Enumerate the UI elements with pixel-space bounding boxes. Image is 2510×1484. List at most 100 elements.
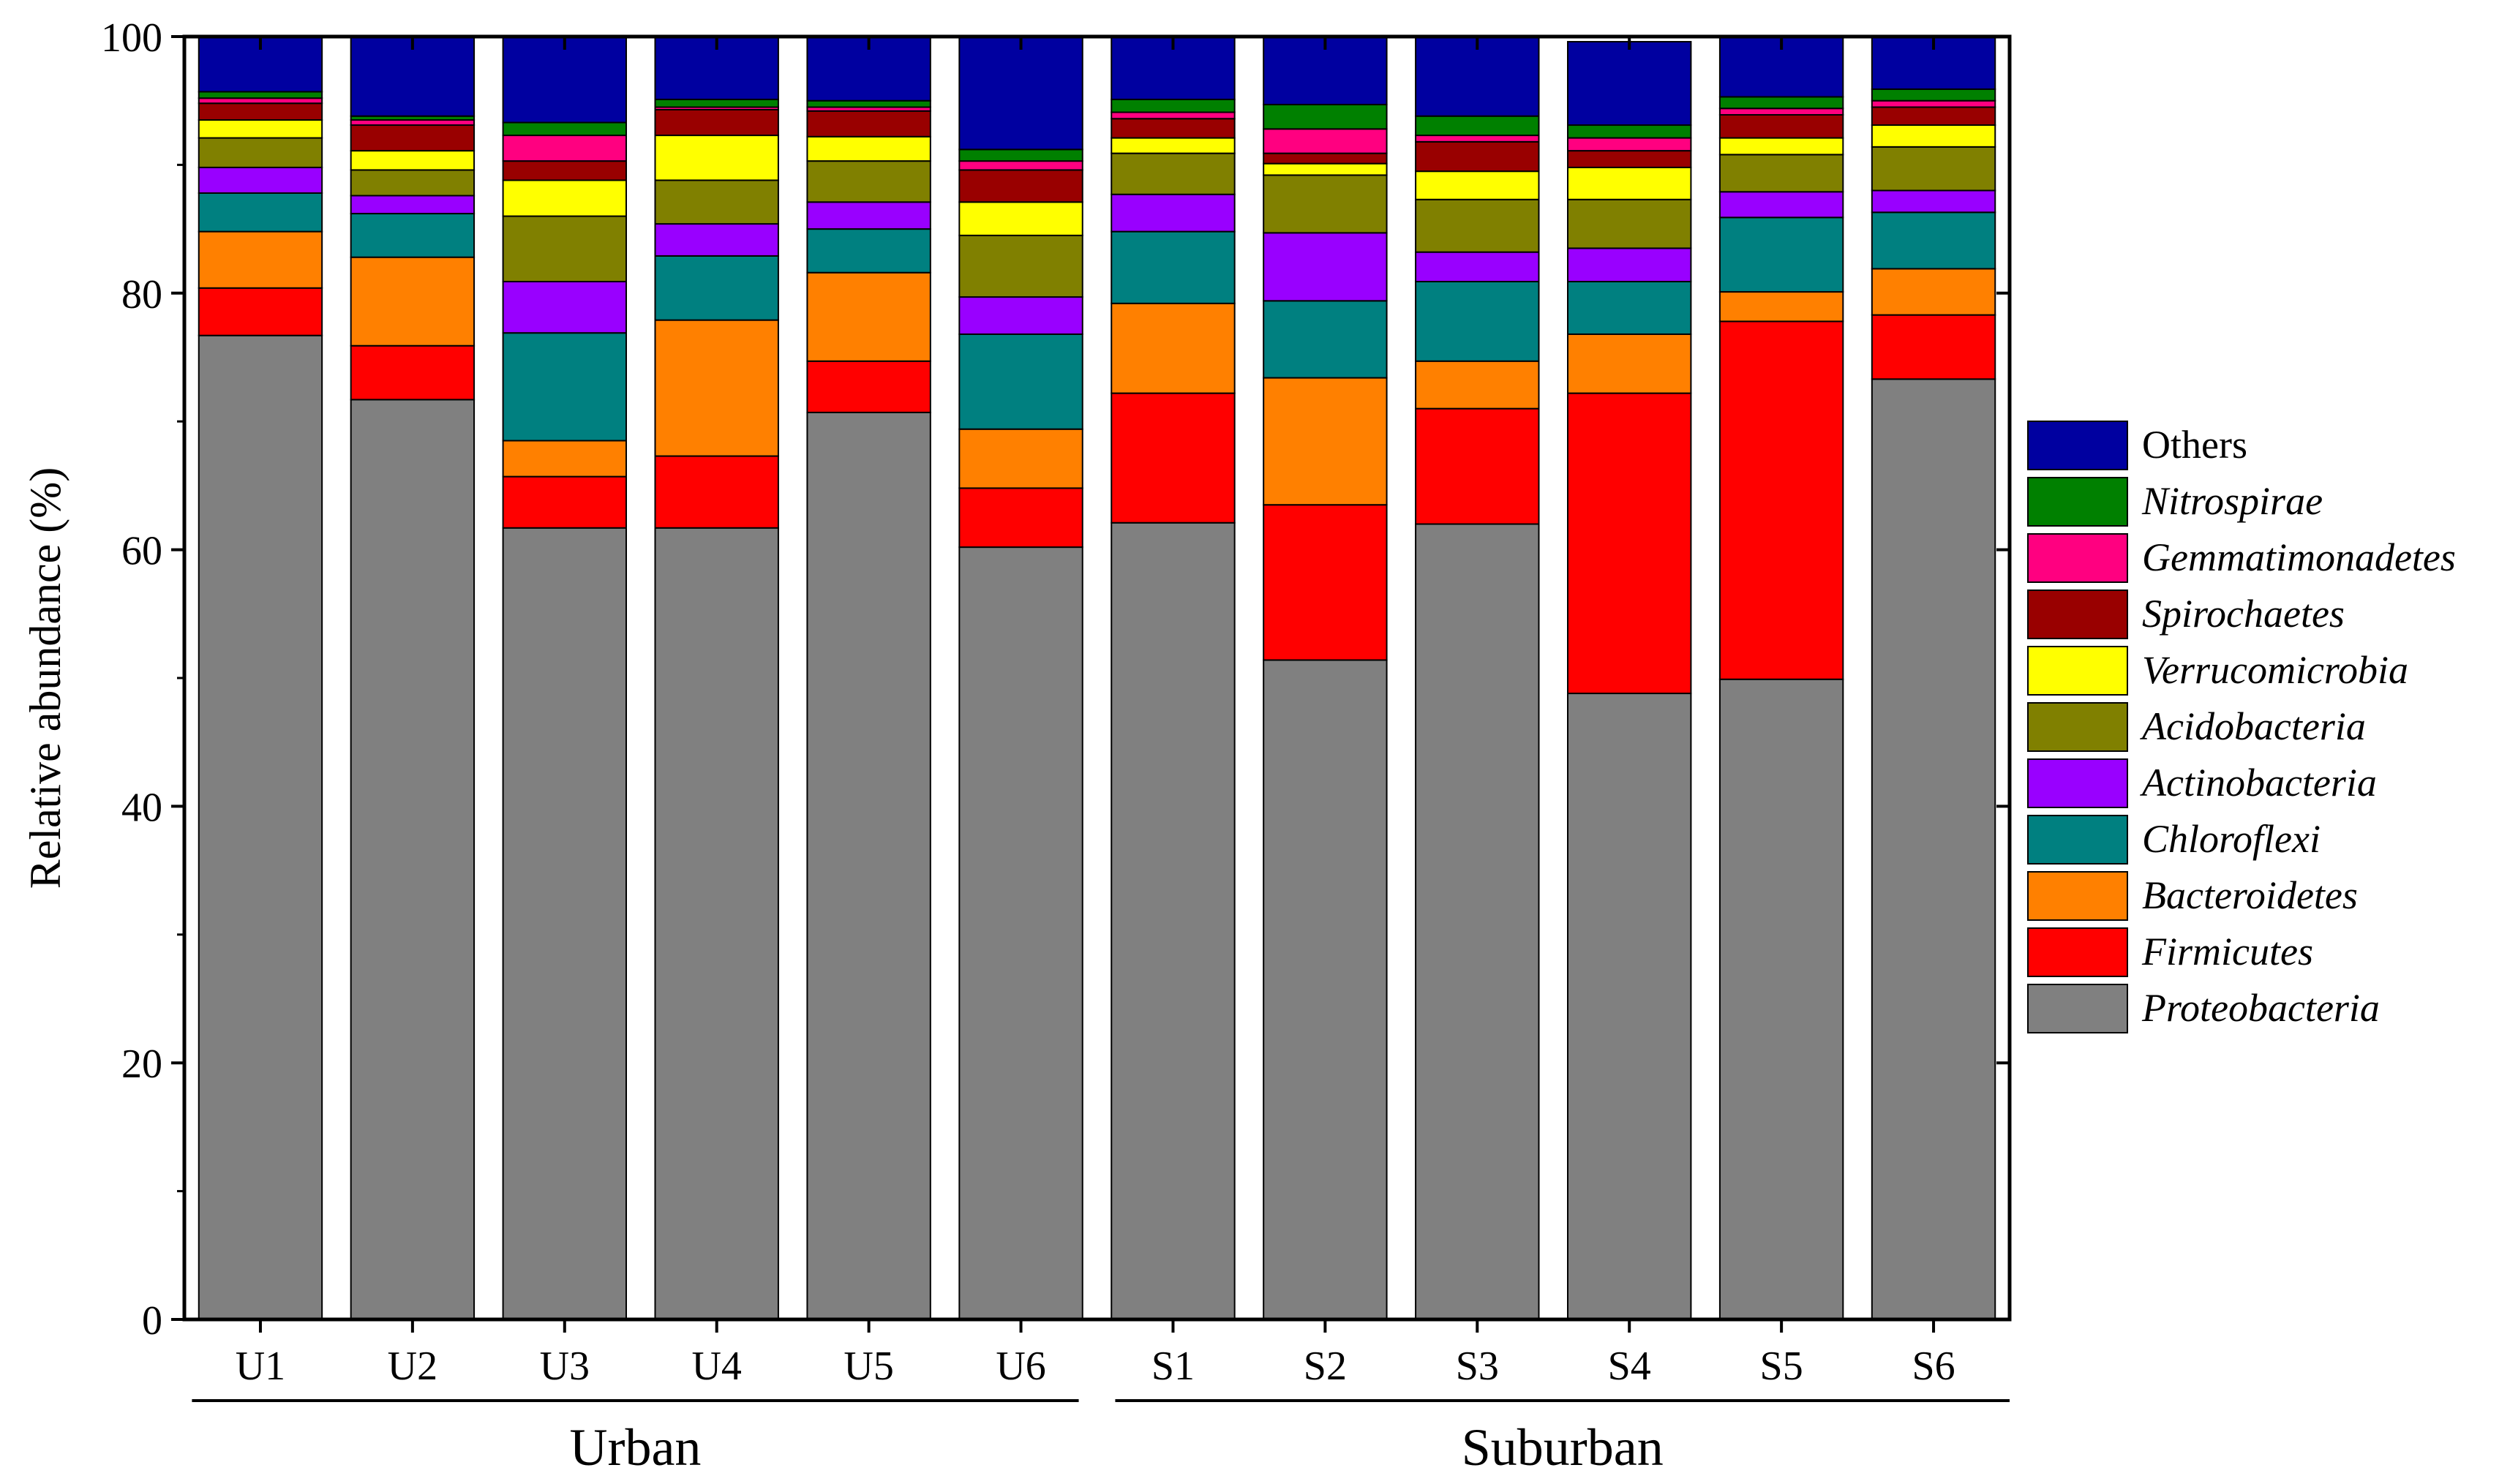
bar-segment-u3-firmicutes [502, 475, 627, 529]
legend-swatch-firmicutes [2027, 927, 2128, 977]
bar-segment-u2-verrucomicrobia [350, 150, 476, 171]
bar-segment-u4-proteobacteria [654, 527, 779, 1320]
y-tick-label: 20 [121, 1042, 162, 1087]
legend-label-verrucomicrobia: Verrucomicrobia [2142, 648, 2408, 692]
bar-segment-u3-verrucomicrobia [502, 179, 627, 217]
bar-segment-u2-gemmatimonadetes [350, 119, 476, 127]
bar-segment-u6-actinobacteria [958, 296, 1083, 335]
legend-label-others: Others [2142, 423, 2247, 467]
bar-segment-u2-actinobacteria [350, 195, 476, 215]
legend-swatch-verrucomicrobia [2027, 646, 2128, 696]
bar-segment-u5-nitrospirae [806, 99, 931, 108]
group-label-suburban: Suburban [1462, 1418, 1664, 1477]
bar-segment-s3-firmicutes [1415, 407, 1540, 525]
bar-segment-s4-nitrospirae [1567, 124, 1692, 139]
bar-segment-u4-acidobacteria [654, 179, 779, 225]
bar-segment-u5-spirochaetes [806, 110, 931, 138]
x-tick-label: S1 [1151, 1344, 1195, 1389]
bar-segment-s6-actinobacteria [1871, 189, 1996, 214]
bar-segment-s6-verrucomicrobia [1871, 124, 1996, 148]
bars-layer [198, 36, 1996, 1321]
bar-segment-u5-actinobacteria [806, 201, 931, 230]
legend-label-proteobacteria: Proteobacteria [2141, 986, 2380, 1030]
bar-segment-s1-acidobacteria [1111, 152, 1236, 195]
bar-segment-s1-verrucomicrobia [1111, 137, 1236, 154]
bar-segment-u3-actinobacteria [502, 281, 627, 334]
bar-segment-s1-actinobacteria [1111, 193, 1236, 233]
legend-label-bacteroidetes: Bacteroidetes [2142, 873, 2358, 917]
group-labels: Urban Suburban [192, 1399, 2010, 1477]
y-tick-label: 0 [142, 1298, 162, 1344]
bar-segment-u1-spirochaetes [198, 102, 323, 121]
legend-label-gemmatimonadetes: Gemmatimonadetes [2142, 535, 2456, 579]
bar-segment-s5-firmicutes [1718, 320, 1844, 680]
bar-segment-u2-chloroflexi [350, 213, 476, 258]
legend-label-acidobacteria: Acidobacteria [2140, 704, 2366, 748]
legend: Others Nitrospirae Gemmatimonadetes Spiroch… [2027, 421, 2456, 1033]
bar-segment-s6-chloroflexi [1871, 211, 1996, 270]
bar-segment-s1-chloroflexi [1111, 230, 1236, 304]
bar-segment-u1-gemmatimonadetes [198, 97, 323, 105]
bar-segment-u4-bacteroidetes [654, 319, 779, 457]
x-tick-label: S2 [1304, 1344, 1347, 1389]
bar-segment-s1-gemmatimonadetes [1111, 111, 1236, 120]
bar-segment-u6-verrucomicrobia [958, 201, 1083, 236]
bar-segment-s3-bacteroidetes [1415, 360, 1540, 410]
legend-swatch-bacteroidetes [2027, 871, 2128, 921]
x-tick-label: U5 [843, 1344, 893, 1389]
bar-segment-s1-spirochaetes [1111, 118, 1236, 139]
bar-segment-s6-firmicutes [1871, 314, 1996, 380]
bar-segment-u4-firmicutes [654, 455, 779, 529]
bar-segment-s3-actinobacteria [1415, 251, 1540, 283]
bar-segment-s4-spirochaetes [1567, 150, 1692, 168]
x-tick-label: S5 [1760, 1344, 1803, 1389]
bar-segment-s6-proteobacteria [1871, 378, 1996, 1320]
bar-segment-u1-verrucomicrobia [198, 119, 323, 139]
bar-segment-s1-firmicutes [1111, 392, 1236, 524]
bar-segment-s4-actinobacteria [1567, 247, 1692, 283]
bar-segment-u4-actinobacteria [654, 223, 779, 257]
bar-segment-s5-spirochaetes [1718, 113, 1844, 139]
x-tick-label: S3 [1456, 1344, 1499, 1389]
bar-segment-s3-nitrospirae [1415, 115, 1540, 137]
bar-segment-u6-chloroflexi [958, 333, 1083, 430]
bar-segment-s4-chloroflexi [1567, 281, 1692, 335]
bar-segment-u3-proteobacteria [502, 527, 627, 1320]
bar-segment-s2-spirochaetes [1263, 152, 1388, 165]
bar-segment-s4-verrucomicrobia [1567, 166, 1692, 200]
bar-segment-s2-bacteroidetes [1263, 377, 1388, 506]
bar-segment-u2-spirochaetes [350, 124, 476, 152]
y-tick-label: 60 [121, 529, 162, 574]
legend-label-actinobacteria: Actinobacteria [2140, 761, 2377, 805]
bar-segment-s6-nitrospirae [1871, 88, 1996, 102]
bar-segment-s3-acidobacteria [1415, 198, 1540, 253]
bar-segment-s3-spirochaetes [1415, 140, 1540, 173]
bar-segment-u5-chloroflexi [806, 228, 931, 274]
bar-segment-s2-actinobacteria [1263, 232, 1388, 302]
bar-segment-u6-others [958, 36, 1083, 151]
bar-segment-u4-spirochaetes [654, 108, 779, 137]
x-tick-label: S6 [1912, 1344, 1955, 1389]
legend-swatch-nitrospirae [2027, 477, 2128, 527]
bar-segment-u1-bacteroidetes [198, 230, 323, 289]
bar-segment-u6-gemmatimonadetes [958, 160, 1083, 171]
group-label-urban: Urban [570, 1418, 702, 1477]
bar-segment-s3-gemmatimonadetes [1415, 135, 1540, 143]
bar-segment-s5-nitrospirae [1718, 96, 1844, 110]
bar-segment-s2-gemmatimonadetes [1263, 128, 1388, 154]
bar-segment-u2-acidobacteria [350, 169, 476, 197]
x-tick-label: U4 [691, 1344, 741, 1389]
bar-segment-u6-spirochaetes [958, 169, 1083, 203]
bar-segment-u5-verrucomicrobia [806, 135, 931, 162]
bar-segment-u3-others [502, 36, 627, 124]
bar-segment-s2-nitrospirae [1263, 103, 1388, 130]
bar-segment-s3-chloroflexi [1415, 281, 1540, 362]
bar-segment-u6-acidobacteria [958, 234, 1083, 298]
bar-segment-u1-actinobacteria [198, 166, 323, 194]
bar-segment-u3-spirochaetes [502, 160, 627, 181]
bar-segment-s4-gemmatimonadetes [1567, 137, 1692, 152]
legend-label-spirochaetes: Spirochaetes [2142, 592, 2345, 636]
bar-segment-s1-nitrospirae [1111, 98, 1236, 113]
legend-swatch-gemmatimonadetes [2027, 533, 2128, 583]
